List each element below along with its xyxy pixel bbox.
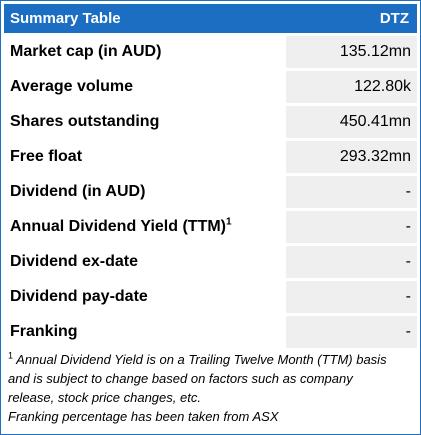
row-value: 293.32mn: [286, 141, 417, 173]
row-label: Dividend pay-date: [4, 281, 282, 313]
row-label: Shares outstanding: [4, 106, 282, 138]
table-row-dividend-ex-date: Dividend ex-date -: [4, 246, 417, 278]
footnote: 1 Annual Dividend Yield is on a Trailing…: [8, 350, 413, 426]
table-row-free-float: Free float 293.32mn: [4, 141, 417, 173]
row-value: 450.41mn: [286, 106, 417, 138]
footnote-reference: 1: [226, 216, 232, 228]
row-label-with-footnote: Annual Dividend Yield (TTM)1: [4, 211, 282, 243]
row-label: Dividend ex-date: [4, 246, 282, 278]
row-label: Dividend (in AUD): [4, 176, 282, 208]
row-value: -: [286, 211, 417, 243]
footnote-line-4: Franking percentage has been taken from …: [8, 409, 279, 424]
table-header: Summary Table DTZ: [4, 4, 417, 33]
row-label: Annual Dividend Yield (TTM): [10, 218, 226, 235]
row-value: -: [286, 246, 417, 278]
row-value: -: [286, 281, 417, 313]
table-row-shares-outstanding: Shares outstanding 450.41mn: [4, 106, 417, 138]
table-row-market-cap: Market cap (in AUD) 135.12mn: [4, 36, 417, 68]
footnote-line-2: and is subject to change based on factor…: [8, 371, 353, 386]
row-label: Average volume: [4, 71, 282, 103]
row-label: Free float: [4, 141, 282, 173]
footnote-marker: 1: [8, 350, 14, 361]
table-row-dividend-pay-date: Dividend pay-date -: [4, 281, 417, 313]
table-row-average-volume: Average volume 122.80k: [4, 71, 417, 103]
table-row-annual-dividend-yield: Annual Dividend Yield (TTM)1 -: [4, 211, 417, 243]
row-value: -: [286, 176, 417, 208]
row-value: -: [286, 316, 417, 348]
row-value: 135.12mn: [286, 36, 417, 68]
row-value: 122.80k: [286, 71, 417, 103]
footnote-line-1: 1 Annual Dividend Yield is on a Trailing…: [8, 350, 413, 369]
table-row-dividend: Dividend (in AUD) -: [4, 176, 417, 208]
footnote-line-3: release, stock price changes, etc.: [8, 390, 201, 405]
row-label: Franking: [4, 316, 282, 348]
table-row-franking: Franking -: [4, 316, 417, 348]
table-title: Summary Table: [10, 10, 121, 27]
table-body: Market cap (in AUD) 135.12mn Average vol…: [4, 36, 417, 351]
footnote-text: Annual Dividend Yield is on a Trailing T…: [13, 352, 387, 367]
ticker-symbol: DTZ: [379, 10, 409, 27]
row-label: Market cap (in AUD): [4, 36, 282, 68]
